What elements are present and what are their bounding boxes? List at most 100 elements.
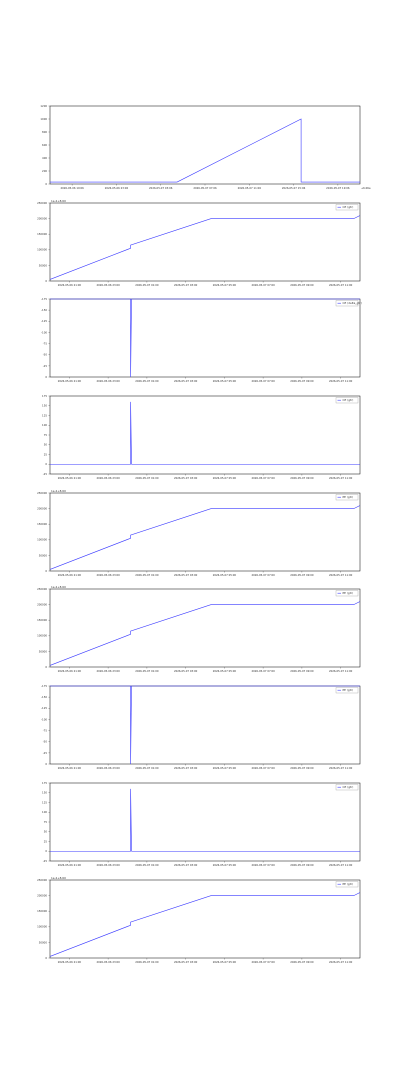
x-tick-label: 2026-05-07 11:00 bbox=[329, 960, 353, 964]
plot-frame bbox=[49, 782, 361, 862]
x-tick-label: 2026-05-07 01:00 bbox=[135, 379, 159, 383]
x-tick-label: 2026-05-07 05:00 bbox=[213, 766, 237, 770]
x-tick-label: 2026-05-07 03:00 bbox=[174, 960, 198, 964]
legend: CE (gtr) bbox=[335, 204, 359, 211]
chart-panel-7: 0 -25 -50 -75 -100 -125 -150 -175 2026-05-06 21:… bbox=[0, 682, 400, 772]
legend-label: PE (gtr) bbox=[343, 882, 354, 886]
y-tick-label: -50 bbox=[43, 740, 48, 744]
chart-3: 0 -25 -50 -75 -100 -125 -150 -175 2026-05-06 21:… bbox=[41, 297, 362, 383]
x-tick-label: 2026-05-07 11:00 bbox=[329, 766, 353, 770]
legend-box bbox=[335, 300, 359, 307]
x-tick-label: 2026-05-07 03:00 bbox=[174, 379, 198, 383]
y-tick-label: 250000 bbox=[37, 491, 47, 495]
series-line bbox=[49, 505, 361, 570]
legend: CE (gtr) bbox=[335, 397, 359, 404]
y-tick-label: 0 bbox=[45, 762, 47, 766]
y-tick-label: 200000 bbox=[37, 507, 47, 511]
x-tick-label: 2026-05-07 07:00 bbox=[251, 379, 275, 383]
legend-box bbox=[335, 881, 359, 888]
legend: PE (gtr) bbox=[335, 590, 359, 597]
y-tick-label: 100 bbox=[42, 423, 47, 427]
y-tick-label: 125 bbox=[42, 800, 47, 804]
x-tick-label: 2026-05-07 07:00 bbox=[251, 766, 275, 770]
chart-5: 0 50000 100000 150000 200000 250000 2026-05-06… bbox=[37, 489, 361, 577]
x-tick-label: 2026-05-06 21:00 bbox=[58, 863, 82, 867]
legend-label: PE (gtr) bbox=[343, 688, 354, 692]
y-tick-label: -125 bbox=[41, 706, 47, 710]
x-tick-label: 2026-05-06 21:00 bbox=[58, 960, 82, 964]
x-tick-label: 2026-05-07 03:00 bbox=[174, 766, 198, 770]
y-tick-label: -150 bbox=[41, 695, 47, 699]
y-tick-label: 100000 bbox=[37, 538, 47, 542]
x-tick-label: 2026-05-07 05:00 bbox=[213, 669, 237, 673]
x-tick-label: 2026-05-06 21:00 bbox=[58, 669, 82, 673]
x-tick-label: 2026-05-06 23:00 bbox=[96, 379, 120, 383]
plot-frame bbox=[49, 105, 361, 185]
y-tick-label: 150000 bbox=[37, 522, 47, 526]
y-tick-label: -125 bbox=[41, 319, 47, 323]
x-tick-label: 2026-05-07 07:00 bbox=[251, 476, 275, 480]
x-tick-label: 2026-05-07 07:00 bbox=[251, 283, 275, 287]
x-tick-label: 2026-05-06 21:00 bbox=[58, 476, 82, 480]
chart-8: -25 0 25 50 75 100 125 150 175 2026-05-06 21:00 20… bbox=[42, 781, 361, 867]
y-tick-label: -150 bbox=[41, 308, 47, 312]
x-tick-label: 2026-05-07 11:00 bbox=[329, 573, 353, 577]
y-tick-label: 50000 bbox=[39, 263, 48, 267]
chart-4: -25 0 25 50 75 100 125 150 175 2026-05-06 21:00 20… bbox=[42, 394, 361, 480]
x-tick-label: 2026-05-07 01:00 bbox=[135, 283, 159, 287]
x-tick-label: 2026-05-06 21:00 bbox=[58, 573, 82, 577]
x-tick-label: 2026-05-07 01:00 bbox=[135, 863, 159, 867]
x-tick-label: 2026-05-06 23:00 bbox=[96, 960, 120, 964]
y-tick-label: 100 bbox=[42, 810, 47, 814]
plot-frame bbox=[49, 395, 361, 475]
y-tick-label: 0 bbox=[45, 375, 47, 379]
x-tick-label: 2026-05-07 07:06 bbox=[193, 186, 217, 190]
x-tick-label: 2026-05-07 09:00 bbox=[290, 379, 314, 383]
plot-frame bbox=[49, 492, 361, 572]
plot-frame bbox=[49, 298, 361, 378]
x-tick-label: 2026-05-07 01:00 bbox=[135, 476, 159, 480]
y-tick-label: 100000 bbox=[37, 634, 47, 638]
chart-panel-9: 0 50000 100000 150000 200000 250000 2026-05-06… bbox=[0, 876, 400, 966]
y-tick-label: -25 bbox=[43, 859, 48, 863]
x-tick-label: 2026-05-07 01:00 bbox=[135, 669, 159, 673]
y-tick-label: 50 bbox=[44, 830, 48, 834]
x-tick-label: 2026-05-07 01:00 bbox=[135, 766, 159, 770]
y-tick-label: 1000 bbox=[40, 117, 47, 121]
legend: CE (gtr) bbox=[335, 784, 359, 791]
y-offset-label: 1e-2+8.60 bbox=[51, 199, 66, 203]
series-line bbox=[50, 118, 360, 183]
y-tick-label: -25 bbox=[43, 751, 48, 755]
legend-box bbox=[335, 687, 359, 694]
y-tick-label: 150000 bbox=[37, 618, 47, 622]
x-tick-label: 2026-05-06 23:00 bbox=[96, 573, 120, 577]
chart-panel-1: 0 200 400 600 800 1000 1200 2026-05-06 19:06 202… bbox=[0, 102, 400, 192]
chart-panel-6: 0 50000 100000 150000 200000 250000 2026-05-06… bbox=[0, 585, 400, 675]
x-tick-label: 2026-05-07 11:00 bbox=[329, 283, 353, 287]
plot-frame bbox=[49, 588, 361, 668]
x-tick-label: 2026-05-07 09:00 bbox=[290, 960, 314, 964]
x-offset-label: +6.06e bbox=[361, 186, 371, 190]
series-line bbox=[49, 892, 361, 957]
y-tick-label: 250000 bbox=[37, 878, 47, 882]
y-tick-label: 0 bbox=[45, 956, 47, 960]
chart-panel-2: 0 50000 100000 150000 200000 250000 2026-05-06… bbox=[0, 199, 400, 289]
series-line bbox=[49, 601, 361, 666]
legend-box bbox=[335, 494, 359, 501]
legend-label: CE (gtr) bbox=[343, 205, 354, 209]
x-tick-label: 2026-05-06 23:00 bbox=[96, 476, 120, 480]
x-tick-label: 2026-05-07 03:00 bbox=[174, 573, 198, 577]
legend: PE (gtr) bbox=[335, 687, 359, 694]
y-tick-label: -25 bbox=[43, 472, 48, 476]
x-tick-label: 2026-05-06 19:06 bbox=[60, 186, 84, 190]
legend-label: PE (gtr) bbox=[343, 495, 354, 499]
y-tick-label: -100 bbox=[41, 717, 47, 721]
series-line bbox=[50, 298, 360, 378]
y-tick-label: 50000 bbox=[39, 649, 48, 653]
y-offset-label: 1e-2+8.60 bbox=[51, 585, 66, 589]
x-tick-label: 2026-05-07 09:00 bbox=[290, 863, 314, 867]
x-tick-label: 2026-05-07 09:00 bbox=[290, 476, 314, 480]
y-tick-label: -100 bbox=[41, 330, 47, 334]
chart-panel-4: -25 0 25 50 75 100 125 150 175 2026-05-06 21:00 20… bbox=[0, 392, 400, 482]
